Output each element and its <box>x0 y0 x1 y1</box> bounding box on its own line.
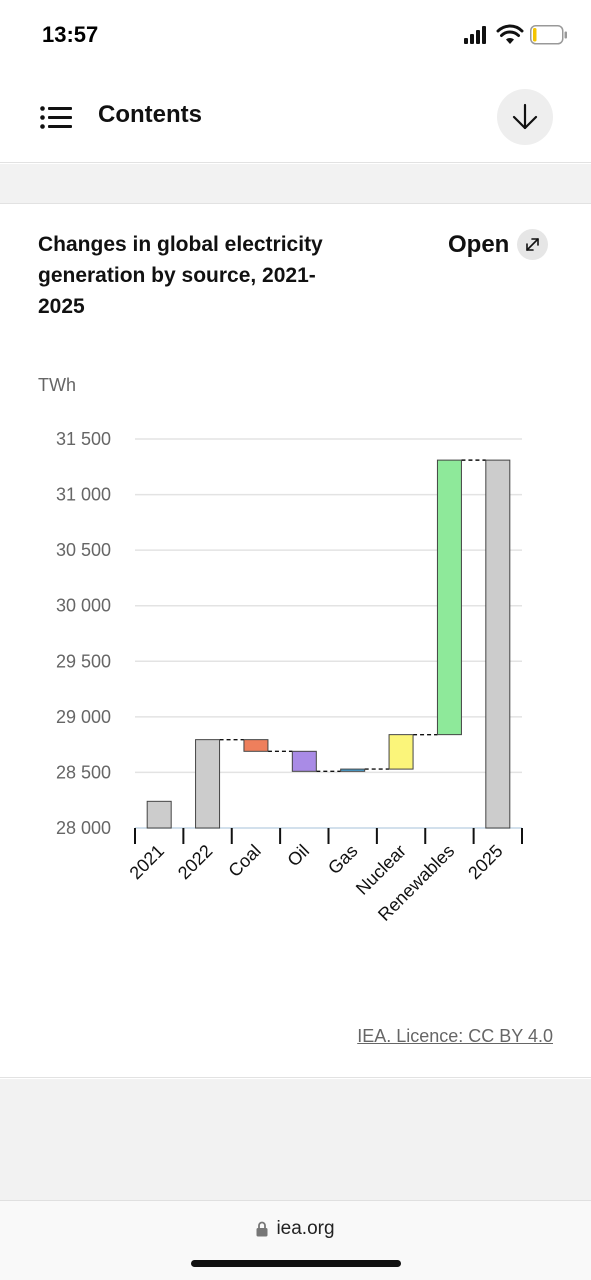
y-tick-label: 30 000 <box>56 596 111 616</box>
battery-icon <box>530 25 567 45</box>
y-tick-label: 29 500 <box>56 651 111 671</box>
x-tick-label: Coal <box>224 841 264 881</box>
bar-nuclear <box>388 734 414 770</box>
page-background <box>0 1079 591 1200</box>
signal-icon <box>464 26 486 44</box>
y-axis-unit-label: TWh <box>38 375 76 395</box>
licence-link[interactable]: IEA. Licence: CC BY 4.0 <box>357 1026 553 1046</box>
x-tick-label: 2025 <box>464 841 506 883</box>
y-tick-label: 28 000 <box>56 818 111 838</box>
bar-oil <box>291 750 317 772</box>
url-bar[interactable]: iea.org <box>0 1200 591 1280</box>
menu-list-icon[interactable] <box>40 106 72 130</box>
expand-icon[interactable] <box>517 229 549 260</box>
download-button[interactable] <box>497 89 553 145</box>
x-tick-label: Oil <box>283 841 313 871</box>
arrow-down-icon <box>512 103 538 130</box>
bar-2025 <box>485 459 511 829</box>
y-tick-label: 28 500 <box>56 762 111 782</box>
status-time: 13:57 <box>42 22 99 47</box>
section-divider <box>0 164 591 204</box>
x-tick-label: 2021 <box>126 841 168 883</box>
top-bar: Contents <box>0 70 591 163</box>
home-indicator[interactable] <box>191 1260 401 1267</box>
bar-2022 <box>195 739 221 829</box>
bar-2021 <box>146 800 172 829</box>
y-tick-label: 31 000 <box>56 485 111 505</box>
y-tick-label: 30 500 <box>56 540 111 560</box>
url-text[interactable]: iea.org <box>276 1218 335 1239</box>
y-tick-label: 29 000 <box>56 707 111 727</box>
lock-icon <box>256 1221 268 1237</box>
wifi-icon <box>496 24 524 44</box>
chart-title: Changes in global electricity generation… <box>38 233 323 318</box>
bar-coal <box>243 739 269 752</box>
bar-gas <box>340 768 366 772</box>
contents-title[interactable]: Contents <box>98 101 202 128</box>
status-icons <box>464 24 569 46</box>
bar-renewables <box>436 459 462 736</box>
x-tick-label: 2022 <box>174 841 216 883</box>
status-bar: 13:57 <box>0 0 591 70</box>
chart-card: Changes in global electricity generation… <box>0 205 591 1078</box>
open-label[interactable]: Open <box>448 230 510 258</box>
x-tick-label: Gas <box>324 841 361 878</box>
waterfall-chart: TWh 28 000 28 500 29 000 29 500 30 000 30 500 3… <box>38 375 523 925</box>
open-chart-link[interactable]: Open <box>448 229 549 260</box>
y-tick-label: 31 500 <box>56 429 111 449</box>
